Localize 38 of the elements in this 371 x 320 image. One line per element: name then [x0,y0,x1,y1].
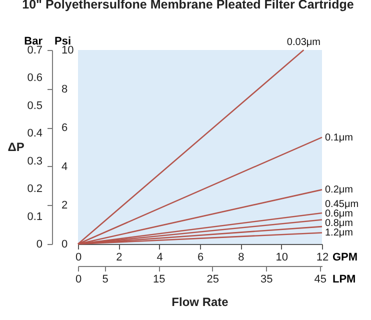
x2-tick-label: 0 [75,274,82,286]
y-tick-label: 0 [62,238,68,250]
y2-tick-label: 0.3 [27,155,42,168]
x2-tick-label: 15 [152,274,166,286]
series-label: 1.2μm [325,228,353,239]
series-label: 0.03μm [286,37,320,48]
x2-tick-label: 45 [314,274,326,286]
y-tick-label: 4 [62,160,68,173]
text: ΔP [8,140,24,154]
y2-tick-label: 0.5 [27,100,42,112]
x-tick-label: 4 [156,252,163,264]
text: Flow Rate [172,295,229,309]
x-axis-title: GPM [332,252,358,264]
y2-tick-label: 0.4 [27,128,42,140]
y2-tick-label: 0.7 [27,44,42,56]
x-tick-label: 10 [276,252,288,264]
series-label: 0.8μm [325,218,353,230]
x-tick-label: 8 [238,252,244,264]
y2-tick-label: 0.1 [27,210,42,223]
series-label: 0.1μm [325,132,353,144]
x2-axis-title: LPM [332,274,356,286]
x2-tick-label: 25 [206,274,219,286]
x2-tick-label: 5 [102,274,108,286]
y2-tick-label: 0 [36,238,42,250]
y2-tick-label: 0.2 [27,183,42,196]
y-tick-label: 10 [62,44,74,56]
y-tick-label: 6 [62,122,68,134]
x-tick-label: 12 [316,252,329,264]
y2-tick-label: 0.6 [27,72,42,84]
y-tick-label: 8 [62,83,68,96]
x-tick-label: 0 [75,252,82,264]
series-label: 0.45μm [325,199,359,210]
x-tick-label: 2 [116,252,122,264]
x2-tick-label: 35 [260,274,273,286]
series-label: 0.6μm [325,208,353,220]
series-label: 0.2μm [325,184,353,196]
x-tick-label: 6 [197,252,204,264]
y-tick-label: 2 [62,200,68,212]
